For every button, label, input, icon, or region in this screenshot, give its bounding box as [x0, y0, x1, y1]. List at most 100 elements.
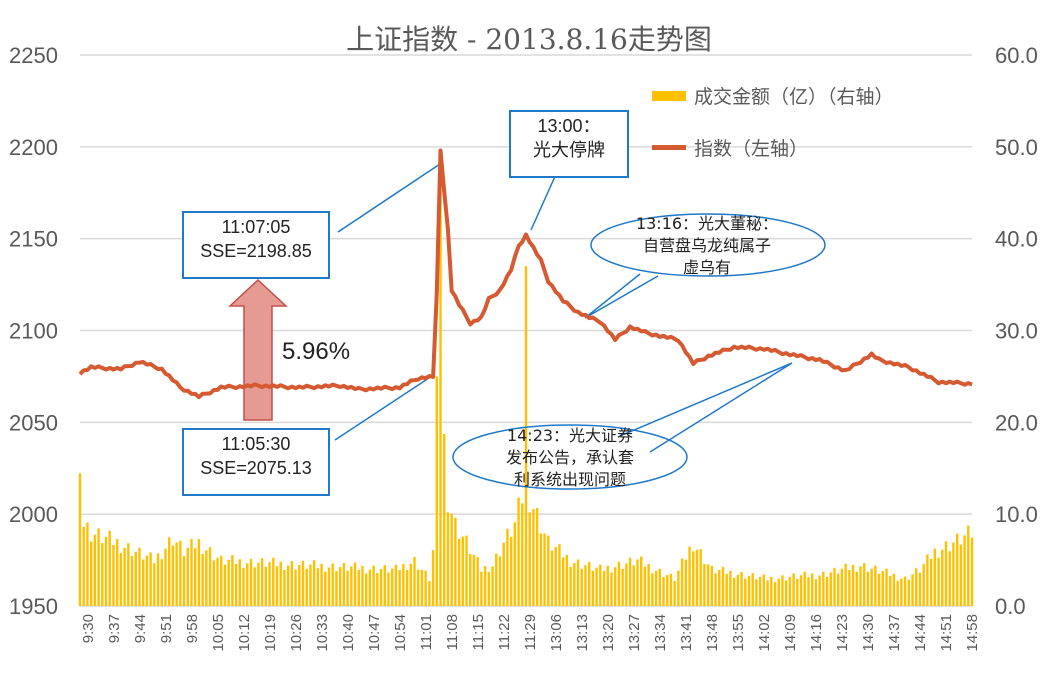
volume-bar: [249, 558, 253, 606]
volume-bar: [640, 556, 643, 606]
annotation-text: 自营盘乌龙纯属子: [642, 236, 771, 255]
volume-bar: [160, 559, 163, 606]
annotation-text: 14:23：光大证券: [506, 426, 634, 445]
volume-bar: [331, 563, 334, 606]
volume-bar: [751, 573, 754, 606]
volume-bar: [710, 565, 714, 606]
volume-bar: [502, 542, 505, 606]
volume-bar: [246, 563, 249, 606]
volume-bar: [881, 571, 884, 606]
volume-bar: [417, 569, 420, 606]
right-tick-label: 40.0: [995, 227, 1038, 252]
volume-bar: [372, 565, 375, 606]
volume-bar: [101, 543, 104, 606]
annotation-text: 发布公告，承认套: [505, 448, 634, 467]
volume-bar: [725, 574, 728, 606]
volume-bar: [747, 575, 751, 606]
volume-bar: [134, 551, 137, 606]
volume-bar: [141, 559, 145, 606]
volume-bar: [78, 473, 82, 606]
volume-bar: [394, 564, 398, 606]
volume-bar: [379, 569, 383, 606]
volume-bar: [149, 552, 152, 606]
volume-bar: [926, 554, 929, 606]
volume-bar: [301, 560, 305, 606]
volume-bar: [238, 559, 242, 606]
annotation-halt: 13:00： 光大停牌: [509, 110, 629, 178]
legend-label: 成交金额（亿）（右轴）: [694, 86, 894, 108]
change-percent: 5.96%: [282, 338, 351, 365]
volume-bar: [316, 568, 320, 606]
annotation-text: 11:07:05: [221, 217, 291, 237]
volume-bar: [335, 571, 338, 606]
volume-bar: [89, 541, 93, 606]
volume-bar: [521, 503, 524, 606]
volume-bar: [714, 573, 717, 606]
volume-bar: [368, 569, 372, 606]
volume-bar: [561, 557, 565, 606]
callout-ellipse: [452, 424, 688, 490]
x-tick-label: 14:02: [756, 614, 773, 652]
volume-bar: [755, 579, 758, 606]
volume-bar: [290, 561, 294, 606]
volume-bar: [156, 553, 160, 606]
volume-bar: [283, 569, 286, 606]
volume-bar: [580, 568, 583, 606]
volume-bar: [573, 563, 576, 606]
volume-bar: [944, 541, 948, 606]
volume-bar: [197, 539, 201, 606]
legend-label: 指数（左轴）: [694, 138, 809, 160]
volume-bar: [454, 517, 457, 606]
x-tick-label: 10:33: [314, 614, 331, 652]
volume-bar: [465, 535, 468, 606]
volume-bar: [703, 564, 706, 606]
volume-bar: [758, 576, 762, 606]
volume-bar: [688, 546, 691, 606]
volume-bar: [796, 578, 799, 606]
volume-bar: [729, 570, 732, 606]
volume-bar: [699, 549, 702, 606]
volume-bar: [450, 513, 453, 606]
volume-bar: [461, 536, 465, 606]
volume-bar: [643, 566, 647, 606]
volume-bar: [955, 533, 959, 606]
volume-bar: [933, 548, 937, 606]
volume-bar: [587, 561, 591, 606]
volume-bar: [547, 535, 550, 606]
volume-bar: [208, 547, 212, 606]
x-tick-label: 10:12: [236, 614, 253, 652]
volume-bar: [353, 562, 357, 606]
volume-bar: [595, 567, 598, 606]
volume-bar: [680, 558, 684, 606]
volume-bar: [922, 564, 925, 606]
volume-bar: [740, 571, 743, 606]
right-tick-label: 50.0: [995, 135, 1038, 160]
volume-bar: [264, 566, 268, 606]
x-tick-label: 14:16: [808, 614, 825, 652]
volume-bar: [915, 568, 918, 606]
volume-bar: [495, 553, 498, 606]
volume-bar: [859, 566, 862, 606]
volume-bar: [446, 512, 450, 606]
volume-bar: [855, 571, 858, 606]
volume-bar: [402, 563, 405, 606]
volume-bar: [959, 544, 963, 606]
x-tick-label: 13:27: [626, 614, 643, 652]
x-tick-label: 11:29: [522, 614, 539, 650]
x-tick-label: 13:41: [678, 614, 695, 652]
left-tick-label: 2250: [9, 43, 58, 68]
volume-bar: [272, 557, 275, 606]
volume-bar: [565, 555, 569, 606]
volume-bar: [591, 570, 595, 606]
volume-bar: [773, 582, 777, 606]
volume-bar: [543, 533, 546, 606]
volume-bar: [294, 569, 297, 606]
callout-line: [530, 171, 558, 231]
volume-bar: [145, 555, 149, 606]
volume-bar: [929, 558, 933, 606]
volume-bar: [803, 571, 806, 606]
x-tick-label: 11:08: [444, 614, 461, 650]
volume-bar: [82, 526, 85, 606]
volume-bar: [387, 572, 390, 606]
